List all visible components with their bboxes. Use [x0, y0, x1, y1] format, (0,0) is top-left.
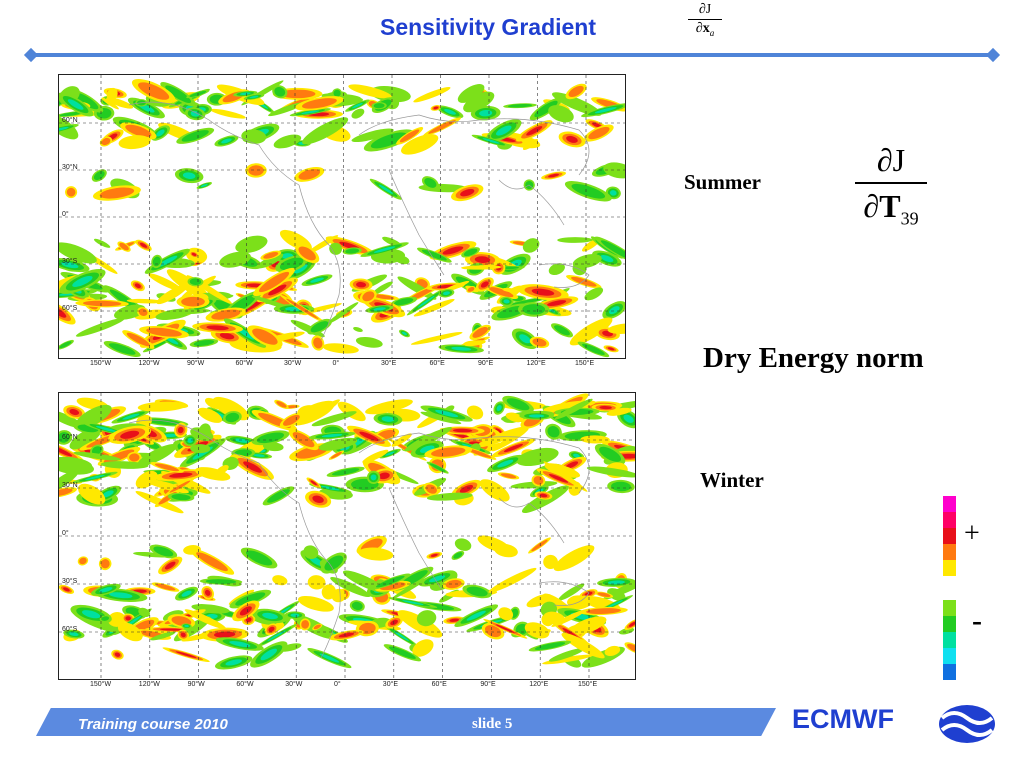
colorbar-swatch — [943, 496, 956, 512]
lon-tick-label: 120°E — [529, 681, 549, 688]
lon-tick-label: 0° — [332, 360, 340, 367]
colorbar-swatch — [943, 664, 956, 680]
colorbar-swatch — [943, 544, 956, 560]
lat-tick-label: 30°S — [62, 258, 78, 265]
title-formula-numerator: ∂J — [698, 2, 712, 17]
colorbar-minus-label: - — [972, 604, 982, 637]
lon-tick-label: 120°W — [138, 360, 160, 367]
rule-right-diamond — [985, 47, 1001, 63]
lon-tick-label: 30°W — [285, 681, 303, 688]
title-formula-bar — [688, 19, 722, 20]
colorbar-plus-label: + — [964, 518, 980, 549]
winter-label: Winter — [700, 468, 764, 492]
gradient-formula-bar — [855, 182, 927, 184]
lon-tick-label: 150°E — [578, 681, 598, 688]
gradient-formula-numerator: ∂J — [876, 142, 906, 178]
lon-tick-label: 90°W — [187, 681, 205, 688]
lon-tick-label: 0° — [334, 681, 341, 688]
winter-map — [58, 392, 636, 680]
colorbar-swatch — [943, 512, 956, 528]
lat-tick-label: 30°N — [62, 482, 78, 489]
colorbar-swatch — [943, 616, 956, 632]
colorbar-swatch — [943, 632, 956, 648]
summer-map — [58, 74, 626, 359]
summer-map-plot — [59, 75, 625, 358]
colorbar — [943, 496, 956, 680]
lat-tick-label: 60°S — [62, 626, 78, 633]
lat-tick-label: 0° — [62, 530, 69, 537]
winter-map-plot — [59, 393, 635, 679]
ecmwf-logo-icon — [939, 705, 995, 743]
lat-tick-label: 30°N — [62, 164, 78, 171]
colorbar-swatch — [943, 576, 956, 600]
lat-tick-label: 60°N — [62, 434, 78, 441]
lon-tick-label: 90°E — [480, 681, 496, 688]
lat-tick-label: 30°S — [62, 578, 78, 585]
header-rule — [30, 53, 996, 57]
colorbar-swatch — [943, 528, 956, 544]
summer-label: Summer — [684, 170, 761, 194]
lon-tick-label: 30°W — [284, 360, 302, 367]
footer-slide-number: slide 5 — [472, 716, 513, 732]
lat-tick-label: 60°S — [62, 305, 78, 312]
lon-tick-label: 90°E — [478, 360, 494, 367]
gradient-formula-denominator: ∂T39 — [863, 188, 919, 229]
colorbar-swatch — [943, 560, 956, 576]
norm-label: Dry Energy norm — [703, 342, 924, 374]
lon-tick-label: 30°E — [382, 681, 399, 688]
title-formula: ∂J ∂xa — [688, 2, 722, 41]
title-formula-denominator: ∂xa — [695, 21, 715, 38]
colorbar-swatch — [943, 600, 956, 616]
lon-tick-label: 150°E — [575, 360, 595, 367]
lon-tick-label: 120°W — [138, 681, 160, 688]
lon-tick-label: 60°E — [429, 360, 445, 367]
slide-title: Sensitivity Gradient — [380, 14, 597, 40]
lon-tick-label: 90°W — [187, 360, 205, 367]
ecmwf-logo-text: ECMWF — [792, 704, 894, 734]
lon-tick-label: 60°W — [235, 360, 253, 367]
lon-tick-label: 60°W — [236, 681, 254, 688]
lat-tick-label: 60°N — [62, 117, 78, 124]
footer-bar — [36, 708, 776, 736]
footer-course: Training course 2010 — [78, 716, 228, 733]
lon-tick-label: 150°W — [90, 681, 112, 688]
rule-left-diamond — [23, 47, 39, 63]
lon-tick-label: 120°E — [526, 360, 546, 367]
lon-tick-label: 150°W — [90, 360, 112, 367]
lon-tick-label: 60°E — [431, 681, 447, 688]
lat-tick-label: 0° — [62, 211, 69, 218]
gradient-formula: ∂J ∂T39 — [855, 140, 927, 238]
colorbar-swatch — [943, 648, 956, 664]
lon-tick-label: 30°E — [381, 360, 397, 367]
